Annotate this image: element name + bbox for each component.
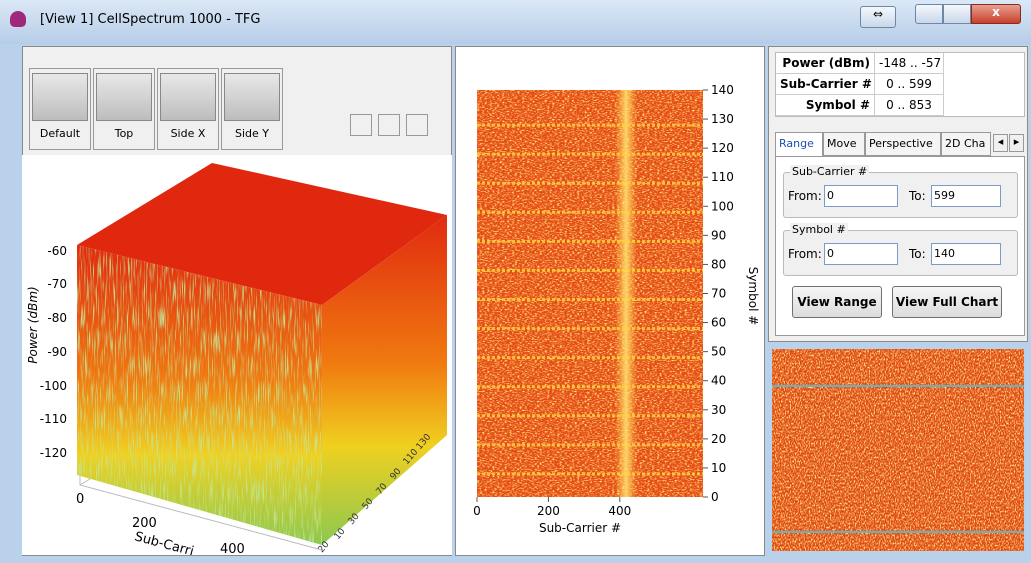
from-input[interactable]: 0 (824, 243, 898, 265)
y-ticks: -60 -70 -80 -90 -100 -110 -120 (40, 244, 67, 460)
x-tick-label: 0 (76, 492, 84, 507)
surface-spikes (77, 245, 322, 545)
heatmap-noise (477, 90, 703, 497)
tab-scroll-left[interactable]: ◂ (993, 134, 1008, 152)
app-icon (10, 11, 26, 27)
button-label: Default (39, 127, 81, 140)
y-tick-label: -60 (47, 244, 67, 258)
y-tick-label: 10 (711, 461, 726, 475)
y-tick-label: 0 (711, 490, 719, 504)
view-full-chart-button[interactable]: View Full Chart (892, 286, 1002, 318)
from-label: From: (788, 189, 822, 203)
title-bar: [View 1] CellSpectrum 1000 - TFG ⇔ x (0, 0, 1031, 44)
y-tick-label: 70 (711, 287, 726, 301)
info-key: Symbol # (776, 95, 875, 116)
swap-button[interactable]: ⇔ (860, 6, 896, 28)
button-label: Side Y (234, 127, 269, 140)
from-input[interactable]: 0 (824, 185, 898, 207)
x-tick-label: 200 (132, 516, 157, 531)
y-tick-label: -100 (40, 379, 67, 393)
overview-line (772, 385, 1024, 387)
view-button[interactable]: Side X (157, 68, 219, 150)
y-axis-label: Power (dBm) (26, 286, 40, 363)
overview-heatmap (772, 349, 1024, 551)
y-tick-label: -90 (47, 345, 67, 359)
info-value: -148 .. -57 (875, 53, 944, 74)
tool-button[interactable] (378, 114, 400, 136)
view-button[interactable]: Default (29, 68, 91, 150)
info-row: Sub-Carrier #0 .. 599 (776, 74, 1024, 95)
x-axis-label: Sub-Carrier # (539, 521, 621, 535)
close-button[interactable]: x (971, 4, 1021, 24)
overview-line (772, 531, 1024, 533)
info-row: Symbol #0 .. 853 (776, 95, 1024, 116)
plot3d: Power (dBm) -60 -70 -80 -90 -100 -110 -1… (22, 155, 452, 555)
to-label: To: (909, 247, 926, 261)
y-tick-label: -80 (47, 311, 67, 325)
info-value: 0 .. 599 (875, 74, 944, 95)
subcarrier-group: Sub-Carrier # From: 0 To: 599 (783, 165, 1018, 218)
y-tick-label: 40 (711, 374, 726, 388)
y-tick-label: 120 (711, 141, 734, 155)
tab[interactable]: Move (823, 132, 865, 156)
surface-right (322, 215, 447, 545)
tab[interactable]: 2D Cha (941, 132, 991, 156)
info-key: Power (dBm) (776, 53, 875, 74)
tab[interactable]: Range (775, 132, 823, 156)
info-table: Power (dBm) -148 .. -57 Sub-Carrier #0 ..… (775, 52, 1025, 117)
heatmap-band (615, 90, 637, 497)
y-tick-label: -110 (40, 412, 67, 426)
info-key: Sub-Carrier # (776, 74, 875, 95)
y-tick-label: 60 (711, 316, 726, 330)
symbol-group: Symbol # From: 0 To: 140 (783, 223, 1018, 276)
y-tick-label: -120 (40, 446, 67, 460)
info-row: Power (dBm) -148 .. -57 (776, 53, 1024, 74)
group-title: Sub-Carrier # (790, 165, 870, 178)
y-tick-label: 80 (711, 257, 726, 271)
x-tick-label: 0 (473, 504, 481, 518)
y-tick-label: 90 (711, 228, 726, 242)
y-tick-label: 110 (711, 170, 734, 184)
y-tick-label: 20 (711, 432, 726, 446)
info-value: 0 .. 853 (875, 95, 944, 116)
y-tick-label: 30 (711, 403, 726, 417)
group-title: Symbol # (790, 223, 848, 236)
y-tick-label: 140 (711, 83, 734, 97)
y-tick-label: 50 (711, 345, 726, 359)
x-tick-label: 400 (608, 504, 631, 518)
heatmap-stripes (477, 123, 703, 476)
to-input[interactable]: 599 (931, 185, 1001, 207)
button-label: Top (114, 127, 134, 140)
tool-button[interactable] (406, 114, 428, 136)
window-title: [View 1] CellSpectrum 1000 - TFG (40, 12, 261, 27)
view-button[interactable]: Top (93, 68, 155, 150)
y-tick-label: -70 (47, 277, 67, 291)
tab[interactable]: Perspective (865, 132, 941, 156)
maximize-button[interactable] (943, 4, 971, 24)
y-tick-label: 100 (711, 199, 734, 213)
surface-top (77, 163, 447, 305)
x-tick-label: 400 (220, 542, 245, 555)
x-tick-label: 200 (537, 504, 560, 518)
button-label: Side X (170, 127, 206, 140)
y-tick-label: 130 (711, 112, 734, 126)
minimize-button[interactable] (915, 4, 943, 24)
overview-noise (772, 349, 1024, 551)
y-axis-label: Symbol # (746, 267, 760, 326)
view-button[interactable]: Side Y (221, 68, 283, 150)
tab-scroll-right[interactable]: ▸ (1009, 134, 1024, 152)
view-range-button[interactable]: View Range (792, 286, 882, 318)
tool-button[interactable] (350, 114, 372, 136)
to-label: To: (909, 189, 926, 203)
from-label: From: (788, 247, 822, 261)
heatmap: 0 10 20 30 40 50 60 70 80 90 100 110 120 130 140 0 200 40… (473, 83, 760, 535)
to-input[interactable]: 140 (931, 243, 1001, 265)
